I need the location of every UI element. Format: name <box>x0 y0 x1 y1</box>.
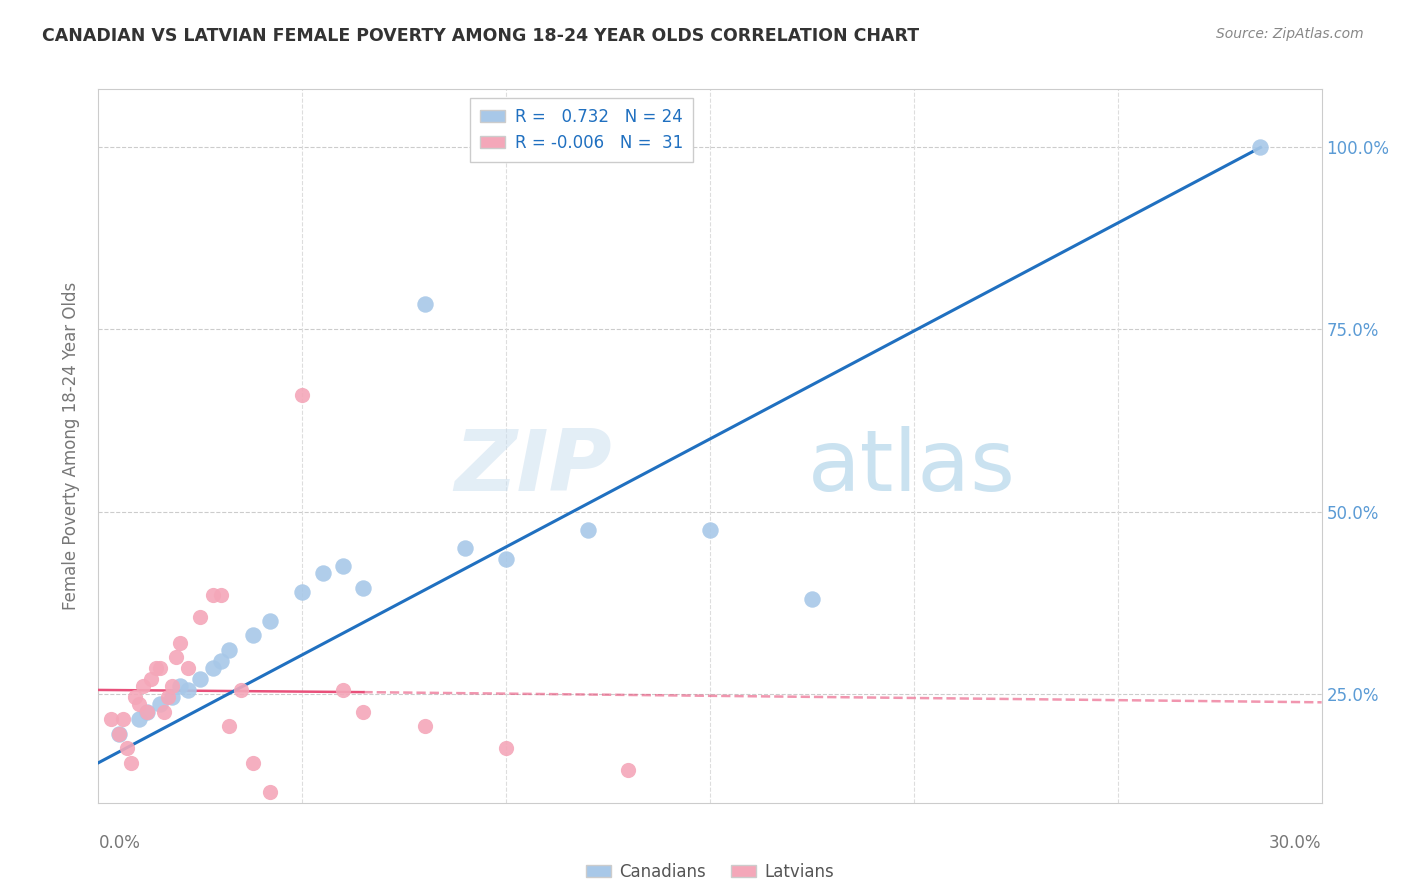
Point <box>128 712 150 726</box>
Point <box>352 705 374 719</box>
Point <box>413 297 436 311</box>
Point <box>209 654 232 668</box>
Point <box>291 388 314 402</box>
Point <box>111 712 134 726</box>
Point <box>160 690 183 705</box>
Point <box>149 698 172 712</box>
Point <box>495 552 517 566</box>
Point <box>136 705 159 719</box>
Point <box>209 588 232 602</box>
Point <box>120 756 142 770</box>
Text: Source: ZipAtlas.com: Source: ZipAtlas.com <box>1216 27 1364 41</box>
Point <box>332 682 354 697</box>
Point <box>413 719 436 733</box>
Point <box>132 679 155 693</box>
Point <box>699 523 721 537</box>
Point <box>169 635 191 649</box>
Point <box>291 584 314 599</box>
Point <box>617 763 640 777</box>
Point <box>169 679 191 693</box>
Point <box>242 628 264 642</box>
Point <box>201 588 224 602</box>
Point <box>145 661 167 675</box>
Point <box>332 559 354 574</box>
Point <box>201 661 224 675</box>
Point <box>352 581 374 595</box>
Point <box>108 726 131 740</box>
Text: 0.0%: 0.0% <box>98 834 141 852</box>
Point <box>454 541 477 555</box>
Point <box>1249 140 1271 154</box>
Point <box>218 643 240 657</box>
Y-axis label: Female Poverty Among 18-24 Year Olds: Female Poverty Among 18-24 Year Olds <box>62 282 80 610</box>
Point <box>242 756 264 770</box>
Point <box>108 726 131 740</box>
Text: atlas: atlas <box>808 425 1017 509</box>
Point <box>177 661 200 675</box>
Point <box>188 672 212 686</box>
Point <box>141 672 163 686</box>
Point <box>259 785 281 799</box>
Text: ZIP: ZIP <box>454 425 612 509</box>
Point <box>312 566 335 581</box>
Point <box>115 741 138 756</box>
Point <box>128 698 150 712</box>
Point <box>801 591 824 606</box>
Text: 30.0%: 30.0% <box>1270 834 1322 852</box>
Point <box>576 523 599 537</box>
Point <box>177 682 200 697</box>
Point <box>136 705 159 719</box>
Point <box>188 610 212 624</box>
Text: CANADIAN VS LATVIAN FEMALE POVERTY AMONG 18-24 YEAR OLDS CORRELATION CHART: CANADIAN VS LATVIAN FEMALE POVERTY AMONG… <box>42 27 920 45</box>
Point <box>156 690 179 705</box>
Point <box>100 712 122 726</box>
Point <box>160 679 183 693</box>
Point <box>231 682 253 697</box>
Point <box>218 719 240 733</box>
Point <box>152 705 174 719</box>
Point <box>149 661 172 675</box>
Point <box>165 650 187 665</box>
Legend: Canadians, Latvians: Canadians, Latvians <box>579 856 841 888</box>
Point <box>124 690 146 705</box>
Point <box>259 614 281 628</box>
Point <box>495 741 517 756</box>
